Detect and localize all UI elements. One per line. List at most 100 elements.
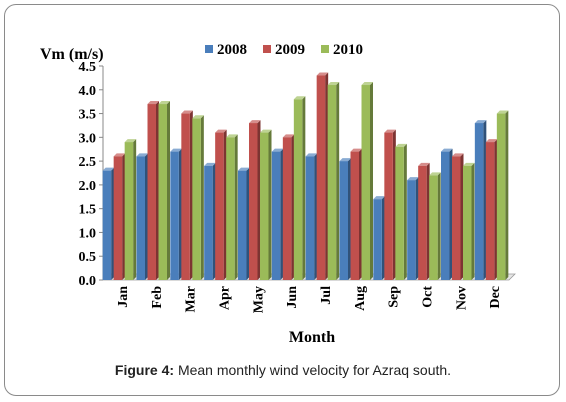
legend-item-2010: 2010 xyxy=(321,42,363,58)
bar-2010-May xyxy=(260,129,272,280)
bar-top xyxy=(249,120,261,124)
bar-side xyxy=(449,148,453,280)
bar-side xyxy=(348,158,351,280)
bar-front xyxy=(361,85,370,281)
bar-side xyxy=(437,172,441,280)
legend-label: 2010 xyxy=(333,42,363,58)
legend-swatch xyxy=(321,45,329,53)
bar-front xyxy=(293,99,303,281)
bar-2009-May xyxy=(249,120,261,280)
bar-2008-Jun xyxy=(271,148,284,280)
bar-front xyxy=(373,199,382,280)
bar-front xyxy=(282,137,292,280)
y-tick-label: 3.5 xyxy=(79,108,97,123)
bar-side xyxy=(426,162,430,280)
bar-front xyxy=(170,151,179,280)
bar-top xyxy=(327,82,340,86)
y-tick-label: 4.0 xyxy=(79,84,97,99)
bar-side xyxy=(223,129,227,280)
bar-front xyxy=(226,137,235,280)
bar-front xyxy=(496,113,506,280)
bar-front xyxy=(429,175,438,280)
y-tick-label: 2.5 xyxy=(79,155,97,170)
bar-2008-Aug xyxy=(339,158,351,280)
bar-front xyxy=(260,132,269,280)
bar-side xyxy=(246,167,250,280)
y-tick-label: 1.5 xyxy=(79,203,97,218)
bar-side xyxy=(325,72,329,280)
x-tick-label: Mar xyxy=(184,286,199,312)
bar-top xyxy=(271,148,284,152)
x-tick-label: Nov xyxy=(454,286,469,310)
bar-front xyxy=(158,104,167,281)
bar-top xyxy=(305,153,318,157)
bar-top xyxy=(147,101,159,105)
bar-top xyxy=(350,148,362,152)
x-tick-label: Jun xyxy=(285,286,300,309)
bar-side xyxy=(471,162,475,280)
bar-front xyxy=(418,165,427,280)
bar-side xyxy=(460,153,464,280)
bar-top xyxy=(496,110,509,114)
bar-front xyxy=(474,123,484,280)
bar-top xyxy=(282,134,295,138)
x-tick-label: May xyxy=(251,286,266,313)
bar-2010-Aug xyxy=(361,82,373,281)
bar-side xyxy=(257,120,261,280)
bar-top xyxy=(339,158,351,162)
bar-top xyxy=(192,115,204,119)
legend-swatch xyxy=(205,45,213,53)
bar-top xyxy=(441,148,453,152)
bar-side xyxy=(291,134,295,280)
bar-front xyxy=(485,142,495,280)
bar-top xyxy=(316,72,329,76)
y-tick-label: 1.0 xyxy=(79,226,97,241)
bar-top xyxy=(238,167,250,171)
bar-front xyxy=(441,151,450,280)
legend-item-2009: 2009 xyxy=(263,42,305,58)
bar-2010-Jun xyxy=(293,96,306,281)
bar-2009-Jun xyxy=(282,134,295,280)
bar-front xyxy=(327,85,337,281)
bar-side xyxy=(212,162,216,280)
bar-2010-Nov xyxy=(463,162,475,280)
bar-top xyxy=(361,82,373,86)
bar-top xyxy=(226,134,238,138)
x-tick-label: Jul xyxy=(319,286,334,305)
bar-2008-Apr xyxy=(204,162,216,280)
bar-side xyxy=(359,148,362,280)
bar-side xyxy=(494,139,498,280)
y-axis-label: Vm (m/s) xyxy=(40,46,104,63)
bar-side xyxy=(505,110,509,280)
bar-side xyxy=(483,120,487,280)
bar-front xyxy=(463,165,472,280)
y-tick-label: 4.5 xyxy=(79,60,97,75)
bar-2008-Jul xyxy=(305,153,318,280)
bar-side xyxy=(415,177,419,280)
bar-front xyxy=(350,151,359,280)
x-tick-label: Feb xyxy=(150,286,165,309)
bar-side xyxy=(336,82,340,281)
bar-top xyxy=(407,177,419,181)
bar-side xyxy=(200,115,204,280)
legend-label: 2009 xyxy=(275,42,305,58)
x-tick-label: Aug xyxy=(353,286,368,311)
bar-top xyxy=(373,196,385,200)
bar-front xyxy=(204,165,213,280)
bar-2010-Apr xyxy=(226,134,238,280)
bar-top xyxy=(181,110,193,114)
figure-caption: Figure 4: Mean monthly wind velocity for… xyxy=(0,362,566,378)
bar-2009-Dec xyxy=(485,139,498,280)
legend: 2008 2009 2010 xyxy=(205,42,363,58)
bar-front xyxy=(407,180,416,280)
bar-top xyxy=(260,129,272,133)
bar-2008-Jan xyxy=(102,167,115,280)
bar-front xyxy=(192,118,201,280)
bar-side xyxy=(403,143,407,280)
bar-side xyxy=(111,167,115,280)
bar-2008-Oct xyxy=(407,177,419,280)
bar-side xyxy=(280,148,284,280)
bar-front xyxy=(395,146,404,280)
bar-front xyxy=(181,113,190,280)
bar-top xyxy=(124,139,137,143)
